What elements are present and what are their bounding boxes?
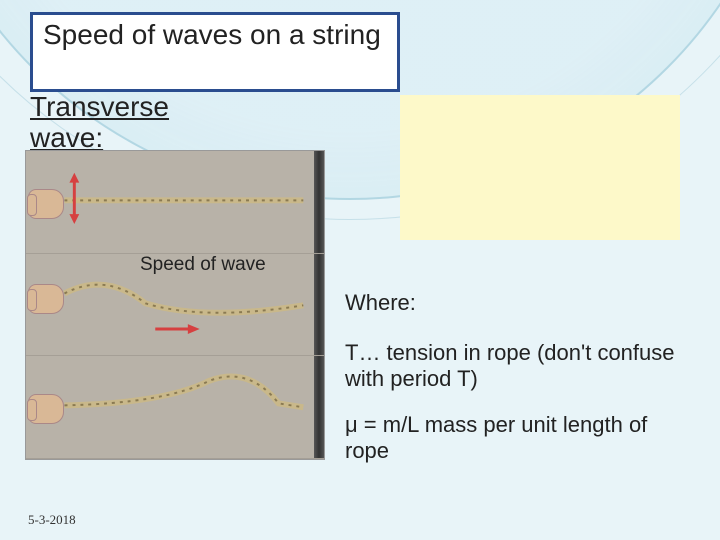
rope-svg-3 — [26, 356, 324, 458]
formula-box — [400, 95, 680, 240]
date-text: 5-3-2018 — [28, 512, 76, 527]
date-footer: 5-3-2018 — [28, 512, 76, 528]
subtitle-line2: wave: — [30, 122, 103, 153]
speed-label-text: Speed of wave — [140, 254, 266, 275]
title-text: Speed of waves on a string — [43, 19, 381, 50]
speed-of-wave-label: Speed of wave — [140, 255, 266, 276]
wall-2 — [314, 254, 324, 356]
subtitle: Transverse wave: — [30, 92, 169, 154]
where-label: Where: — [345, 290, 416, 316]
title-box: Speed of waves on a string — [30, 12, 400, 92]
hand-icon-1 — [28, 189, 64, 219]
tension-text: T… tension in rope (don't confuse with p… — [345, 340, 675, 391]
rope-svg-1 — [26, 151, 324, 253]
mu-text: μ = m/L mass per unit length of rope — [345, 412, 647, 463]
rope-scene-3 — [26, 356, 324, 459]
mu-definition: μ = m/L mass per unit length of rope — [345, 412, 685, 465]
tension-definition: T… tension in rope (don't confuse with p… — [345, 340, 695, 393]
where-text: Where: — [345, 290, 416, 315]
wall-1 — [314, 151, 324, 253]
wall-3 — [314, 356, 324, 458]
rope-diagram-panel — [25, 150, 325, 460]
hand-icon-3 — [28, 394, 64, 424]
hand-icon-2 — [28, 284, 64, 314]
rope-scene-1 — [26, 151, 324, 254]
subtitle-line1: Transverse — [30, 91, 169, 122]
